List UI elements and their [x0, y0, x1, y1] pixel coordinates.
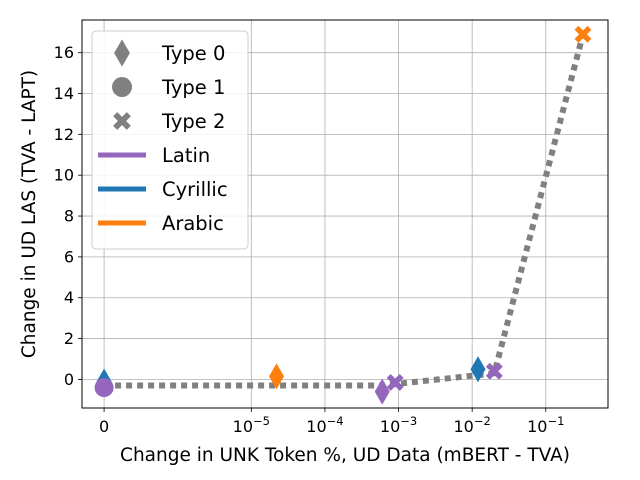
legend-x-icon — [113, 112, 131, 130]
grid — [82, 20, 608, 408]
data-point-x-arabic — [574, 25, 592, 43]
x-tick-label: 10−2 — [454, 414, 491, 436]
y-tick-label: 8 — [64, 207, 74, 226]
y-axis-label: Change in UD LAS (TVA - LAPT) — [19, 70, 40, 358]
data-point-circle-latin — [94, 378, 114, 398]
legend-label: Cyrillic — [162, 178, 228, 201]
legend-circle-icon — [112, 77, 132, 97]
trend-line — [104, 33, 586, 389]
data-point-x-latin — [386, 374, 404, 391]
data-point-diamond-arabic — [269, 363, 285, 390]
legend-label: Type 0 — [161, 42, 225, 65]
y-tick-label: 4 — [64, 288, 74, 307]
x-tick-label: 0 — [99, 417, 109, 436]
legend-label: Arabic — [162, 212, 224, 235]
y-tick-label: 2 — [64, 329, 74, 348]
y-tick-label: 16 — [54, 43, 74, 62]
x-marker-stroke — [574, 25, 592, 43]
legend-label: Latin — [162, 144, 210, 167]
axis-ticks: 0 10−5 10−4 10−3 10−2 10−1 0 2 4 6 8 10 12 14 16 — [54, 43, 565, 436]
y-tick-label: 6 — [64, 247, 74, 266]
x-tick-label: 10−5 — [233, 414, 270, 436]
x-axis-label: Change in UNK Token %, UD Data (mBERT - … — [120, 445, 570, 466]
y-tick-label: 12 — [54, 125, 74, 144]
x-tick-label: 10−3 — [380, 414, 417, 436]
legend-diamond-icon — [114, 39, 130, 67]
x-tick-label: 10−4 — [306, 414, 343, 436]
data-point-x-latin — [485, 362, 503, 380]
x-tick-label: 10−1 — [527, 414, 564, 436]
data-point-diamond-latin — [374, 378, 390, 405]
y-tick-label: 10 — [54, 166, 74, 185]
y-tick-label: 0 — [64, 370, 74, 389]
data-points — [94, 25, 592, 405]
legend-label: Type 2 — [161, 110, 225, 133]
legend-label: Type 1 — [161, 76, 225, 99]
x-marker-stroke — [485, 362, 503, 380]
x-marker-stroke — [386, 374, 404, 391]
y-tick-label: 14 — [54, 84, 74, 103]
plot-area-frame — [81, 19, 609, 409]
legend: Type 0 Type 1 Type 2 Latin Cyrillic Arabic — [91, 30, 249, 250]
trend-line-group — [104, 33, 586, 389]
x-marker-stroke — [113, 112, 131, 130]
data-point-diamond-cyrillic — [470, 356, 486, 383]
